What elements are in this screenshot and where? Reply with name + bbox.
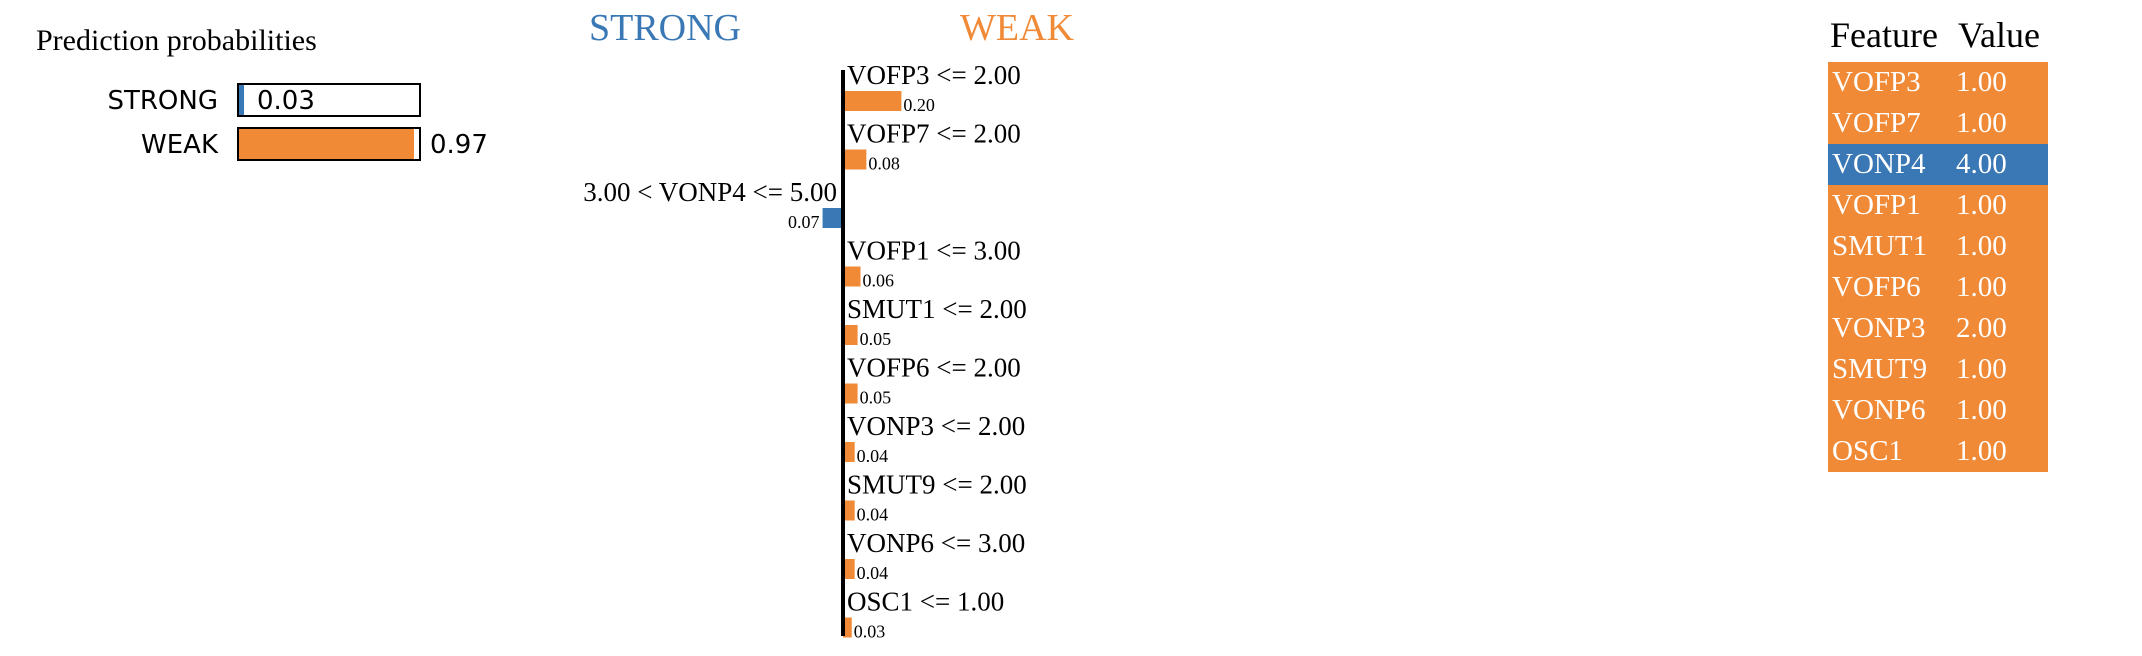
probability-fill-strong [239, 85, 245, 115]
feature-column-header: Feature [1830, 15, 1938, 55]
feature-name-cell: VONP6 [1832, 394, 1926, 426]
feature-row-vonp4: VONP4 4.00 [1828, 144, 2048, 185]
feature-bar-smut1-2-00 [843, 325, 858, 345]
feature-name-cell: SMUT9 [1832, 353, 1928, 385]
feature-weight-vonp3-2-00: 0.04 [857, 446, 889, 466]
feature-weight-smut9-2-00: 0.04 [857, 505, 889, 525]
feature-row-vonp3: VONP3 2.00 [1828, 308, 2048, 349]
feature-bar-smut9-2-00 [843, 500, 855, 521]
feature-value-cell: 1.00 [1956, 435, 2007, 467]
feature-label-vofp3-2-00: VOFP3 <= 2.00 [847, 60, 1021, 90]
feature-weight-vofp1-3-00: 0.06 [863, 271, 895, 291]
class-label-weak: WEAK [960, 7, 1075, 49]
feature-row-vofp6: VOFP6 1.00 [1828, 267, 2048, 308]
feature-value-cell: 2.00 [1956, 312, 2007, 344]
feature-value-cell: 1.00 [1956, 189, 2007, 221]
feature-weight-osc1-1-00: 0.03 [854, 622, 886, 642]
feature-name-cell: VOFP1 [1832, 189, 1921, 221]
feature-weight-vofp6-2-00: 0.05 [860, 388, 892, 408]
feature-value-cell: 1.00 [1956, 353, 2007, 385]
probability-label-weak: WEAK [141, 130, 218, 160]
feature-name-cell: VONP4 [1832, 148, 1926, 180]
feature-label-smut1-2-00: SMUT1 <= 2.00 [847, 294, 1027, 324]
feature-weight-vofp7-2-00: 0.08 [868, 154, 900, 174]
feature-bar-vofp1-3-00 [843, 266, 861, 287]
probability-fill-weak [239, 129, 414, 159]
feature-value-cell: 1.00 [1956, 107, 2007, 139]
class-label-strong: STRONG [589, 7, 741, 49]
feature-label-smut9-2-00: SMUT9 <= 2.00 [847, 470, 1027, 500]
feature-bar-vofp3-2-00 [843, 91, 902, 111]
feature-label-3-00-vonp4-5-00: 3.00 < VONP4 <= 5.00 [583, 177, 837, 207]
feature-weight-smut1-2-00: 0.05 [860, 329, 892, 349]
feature-weight-vofp3-2-00: 0.20 [903, 95, 935, 115]
feature-bar-osc1-1-00 [843, 617, 852, 638]
feature-row-smut9: SMUT9 1.00 [1828, 349, 2048, 390]
feature-bar-vofp7-2-00 [843, 149, 867, 170]
feature-name-cell: VONP3 [1832, 312, 1926, 344]
probability-bar-strong: 0.03 [237, 83, 421, 117]
feature-label-vofp7-2-00: VOFP7 <= 2.00 [847, 119, 1021, 149]
feature-row-vofp7: VOFP7 1.00 [1828, 103, 2048, 144]
feature-value-cell: 1.00 [1956, 66, 2007, 98]
probability-label-strong: STRONG [107, 86, 218, 116]
feature-bar-3-00-vonp4-5-00 [822, 208, 843, 228]
feature-label-vonp3-2-00: VONP3 <= 2.00 [847, 411, 1025, 441]
feature-bar-vonp3-2-00 [843, 442, 855, 462]
feature-value-table: VOFP3 1.00 VOFP7 1.00 VONP4 4.00 VOFP1 1.00 SMUT… [1828, 62, 2048, 472]
feature-row-vofp3: VOFP3 1.00 [1828, 62, 2048, 103]
feature-value-cell: 4.00 [1956, 148, 2007, 180]
feature-value-cell: 1.00 [1956, 230, 2007, 262]
feature-bar-vofp6-2-00 [843, 383, 858, 404]
feature-name-cell: VOFP7 [1832, 107, 1921, 139]
feature-row-osc1: OSC1 1.00 [1828, 431, 2048, 472]
value-column-header: Value [1958, 15, 2040, 55]
feature-value-cell: 1.00 [1956, 271, 2007, 303]
feature-label-osc1-1-00: OSC1 <= 1.00 [847, 587, 1004, 617]
probability-value-strong: 0.03 [257, 86, 315, 116]
feature-label-vofp6-2-00: VOFP6 <= 2.00 [847, 353, 1021, 383]
feature-weight-vonp6-3-00: 0.04 [857, 563, 889, 583]
probability-value-weak: 0.97 [430, 130, 488, 160]
feature-name-cell: OSC1 [1832, 435, 1903, 467]
prediction-probabilities-title: Prediction probabilities [36, 24, 317, 57]
feature-table-header: Feature Value [1830, 14, 2040, 56]
feature-value-cell: 1.00 [1956, 394, 2007, 426]
feature-name-cell: VOFP3 [1832, 66, 1921, 98]
feature-label-vofp1-3-00: VOFP1 <= 3.00 [847, 236, 1021, 266]
feature-weight-3-00-vonp4-5-00: 0.07 [788, 212, 820, 232]
feature-row-vonp6: VONP6 1.00 [1828, 390, 2048, 431]
feature-row-vofp1: VOFP1 1.00 [1828, 185, 2048, 226]
feature-label-vonp6-3-00: VONP6 <= 3.00 [847, 528, 1025, 558]
feature-name-cell: SMUT1 [1832, 230, 1928, 262]
feature-row-smut1: SMUT1 1.00 [1828, 226, 2048, 267]
feature-name-cell: VOFP6 [1832, 271, 1921, 303]
probability-bar-weak [237, 127, 421, 161]
feature-bar-vonp6-3-00 [843, 559, 855, 579]
feature-bars: VOFP3 <= 2.00 0.20 VOFP7 <= 2.00 0.08 3.00 <… [583, 60, 1026, 642]
